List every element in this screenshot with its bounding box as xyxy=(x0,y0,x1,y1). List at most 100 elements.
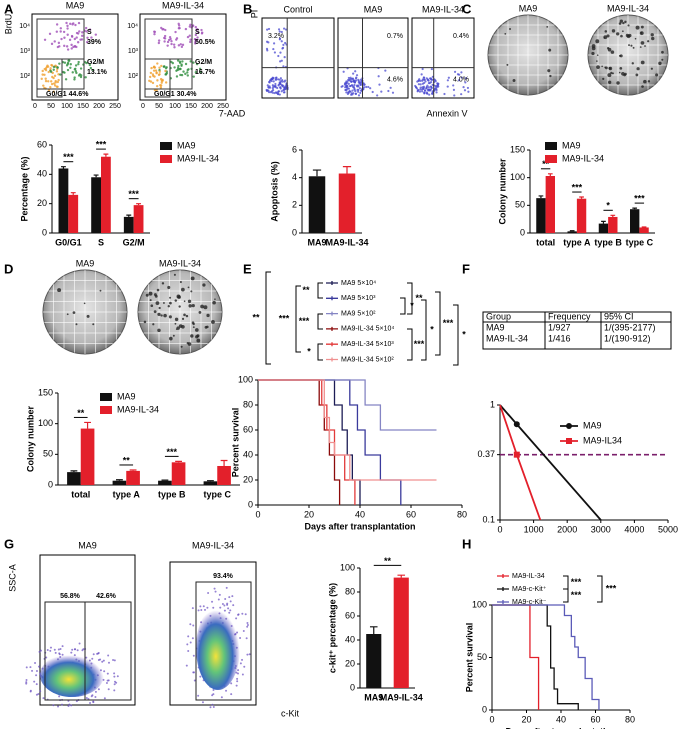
event-dot xyxy=(77,60,80,64)
x-tick-label: 0 xyxy=(33,103,37,110)
event-dot xyxy=(66,68,70,72)
event-dot xyxy=(90,695,93,698)
colony xyxy=(618,54,622,57)
legend-label: MA9 xyxy=(117,391,136,401)
plot-title: Control xyxy=(283,4,312,14)
event-dot xyxy=(353,87,356,90)
colony xyxy=(176,326,180,330)
gate-label: G2/M xyxy=(87,59,104,66)
colony xyxy=(181,317,185,320)
bar xyxy=(91,177,101,233)
y-axis-label: BrdU xyxy=(3,14,13,35)
y-tick-label: 150 xyxy=(38,387,53,397)
quadrant-label: 4.0% xyxy=(453,76,469,83)
y-tick-label: 10² xyxy=(20,73,31,80)
event-dot xyxy=(72,22,75,25)
plot-title: MA9-IL-34 xyxy=(422,4,464,14)
event-dot xyxy=(157,39,161,42)
event-dot xyxy=(212,688,215,691)
table-cell: MA9 xyxy=(486,322,505,332)
event-dot xyxy=(281,46,285,49)
event-dot xyxy=(217,598,220,601)
error-bar xyxy=(610,214,616,217)
event-dot xyxy=(38,665,41,668)
colony xyxy=(647,80,651,83)
legend-label: MA9 5×10² xyxy=(341,310,376,317)
event-dot xyxy=(235,617,238,620)
bar xyxy=(67,472,81,485)
event-dot xyxy=(194,71,198,74)
event-dot xyxy=(284,41,287,45)
event-dot xyxy=(55,70,59,73)
event-dot xyxy=(278,30,281,33)
colony xyxy=(148,291,153,296)
event-dot xyxy=(267,91,271,94)
colony xyxy=(198,311,202,314)
event-dot xyxy=(246,625,249,628)
significance-label: *** xyxy=(571,590,582,600)
event-dot xyxy=(107,688,110,691)
event-dot xyxy=(182,70,185,73)
colony xyxy=(596,60,598,62)
colony xyxy=(603,37,606,39)
colony xyxy=(174,322,177,325)
colony xyxy=(591,51,595,56)
event-dot xyxy=(414,84,417,88)
colony xyxy=(157,312,161,316)
event-dot xyxy=(25,666,28,669)
event-dot xyxy=(351,77,355,80)
colony xyxy=(621,30,624,33)
event-dot xyxy=(152,65,156,68)
event-dot xyxy=(239,637,242,640)
x-tick-label: G2/M xyxy=(123,237,145,247)
colony xyxy=(596,54,599,56)
colony xyxy=(190,290,193,293)
event-dot xyxy=(283,27,286,30)
colony xyxy=(203,305,208,310)
event-dot xyxy=(57,41,61,45)
bar xyxy=(608,216,618,233)
event-dot xyxy=(159,86,163,89)
event-dot xyxy=(69,22,72,26)
event-dot xyxy=(163,34,167,38)
y-axis-label: Colony number xyxy=(25,406,35,472)
event-dot xyxy=(56,66,59,69)
legend-line xyxy=(326,296,338,301)
event-dot xyxy=(354,70,357,73)
event-dot xyxy=(44,77,47,80)
y-tick-label: 50 xyxy=(43,449,53,459)
legend-swatch xyxy=(160,155,172,163)
event-dot xyxy=(46,649,49,652)
colony xyxy=(512,78,516,82)
event-dot xyxy=(280,30,283,34)
event-dot xyxy=(69,63,72,66)
event-dot xyxy=(76,41,80,44)
event-dot xyxy=(170,42,173,46)
event-dot xyxy=(387,89,390,93)
event-dot xyxy=(115,681,118,684)
event-dot xyxy=(177,64,180,68)
comparison-bracket xyxy=(407,282,413,315)
bar xyxy=(68,194,79,233)
quadrant-label: 4.6% xyxy=(387,76,403,83)
event-dot xyxy=(277,28,281,31)
colony xyxy=(608,80,612,84)
x-tick-label: type B xyxy=(594,237,622,247)
x-tick-label: type A xyxy=(563,237,591,247)
event-dot xyxy=(78,73,82,76)
colony xyxy=(607,73,612,78)
event-dot xyxy=(35,669,38,672)
significance-label: *** xyxy=(96,139,107,149)
event-dot xyxy=(177,68,180,71)
event-dot xyxy=(350,77,353,81)
x-tick-label: 250 xyxy=(217,103,229,110)
event-dot xyxy=(63,36,66,39)
x-tick-label: 0 xyxy=(489,714,494,724)
event-dot xyxy=(156,62,159,65)
colony xyxy=(168,336,173,341)
y-tick-label: 100 xyxy=(510,172,525,182)
event-dot xyxy=(221,602,224,605)
y-axis-label: Apoptosis (%) xyxy=(269,161,279,222)
event-dot xyxy=(179,43,182,46)
event-dot xyxy=(176,59,180,62)
